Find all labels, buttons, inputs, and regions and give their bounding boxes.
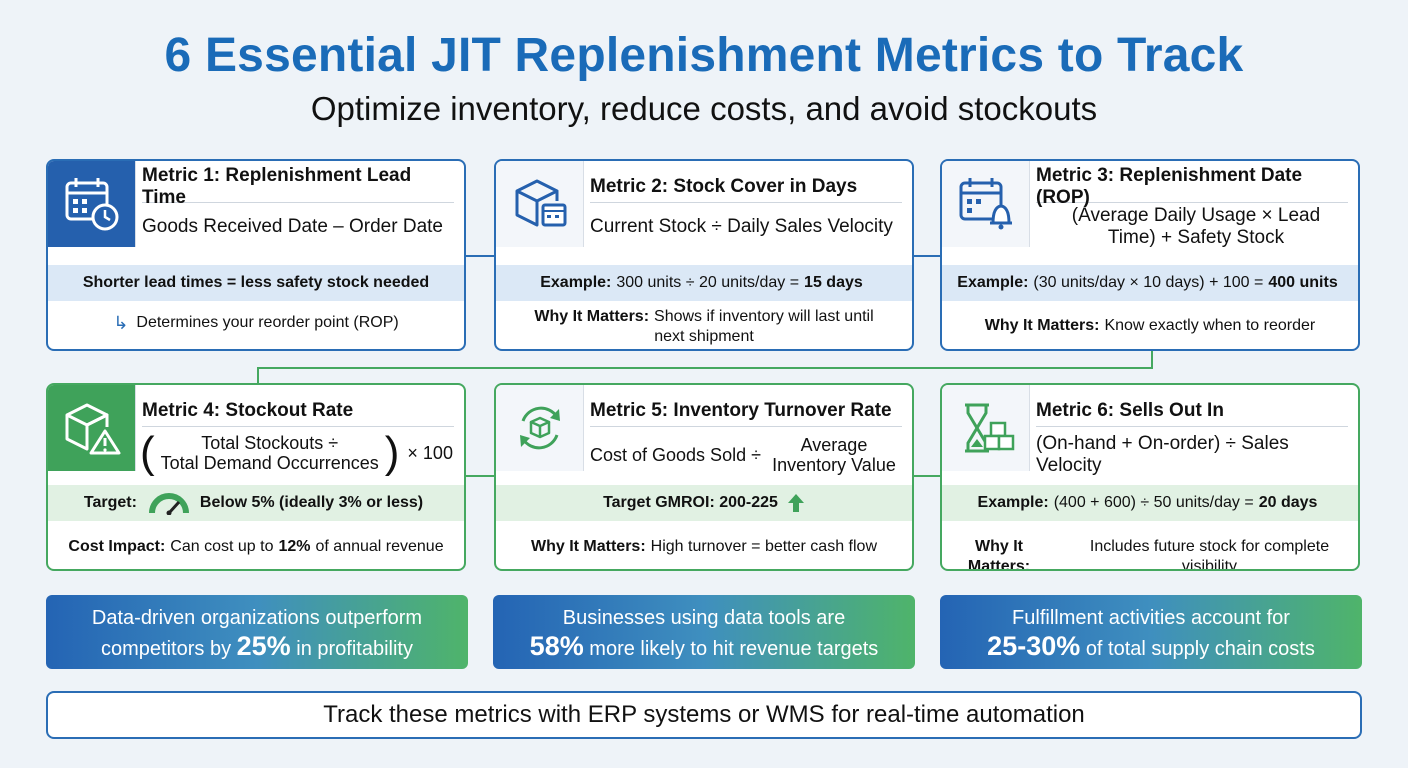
metric-card-3: Metric 3: Replenishment Date (ROP) (Aver…: [940, 159, 1360, 351]
formula-denominator: Total Demand Occurrences: [160, 453, 379, 473]
stat-line1: Businesses using data tools are: [562, 607, 846, 629]
metric-card-5: Metric 5: Inventory Turnover Rate Cost o…: [494, 383, 914, 571]
stat-post: of total supply chain costs: [1085, 638, 1315, 660]
band-text: 300 units ÷ 20 units/day =: [616, 274, 800, 291]
footer-label: Why It Matters:: [967, 538, 1031, 571]
metric-footer: Why It Matters: Know exactly when to reo…: [942, 316, 1358, 336]
metric-title: Metric 2: Stock Cover in Days: [590, 171, 902, 203]
stat-post: in profitability: [296, 638, 413, 660]
calendar-bell-icon: [942, 161, 1030, 247]
metric-footer: Why It Matters: High turnover = better c…: [496, 537, 912, 557]
band-text: Below 5% (ideally 3% or less): [199, 494, 424, 511]
footer-label: Cost Impact:: [68, 538, 166, 555]
metric-title: Metric 4: Stockout Rate: [142, 395, 454, 427]
metric-title: Metric 3: Replenishment Date (ROP): [1036, 165, 1348, 208]
band-label: Example:: [957, 274, 1029, 291]
metric-formula: Cost of Goods Sold ÷ Average Inventory V…: [590, 433, 910, 477]
stat-pre: competitors by: [101, 638, 232, 660]
calendar-clock-icon: [48, 161, 136, 247]
paren-close: ): [384, 428, 400, 477]
footer-text: High turnover = better cash flow: [650, 538, 877, 555]
band-label: Example:: [540, 274, 612, 291]
hourglass-boxes-icon: [942, 385, 1030, 471]
footer-text: Know exactly when to reorder: [1104, 317, 1316, 334]
footer-text: Determines your reorder point (ROP): [136, 314, 399, 331]
metric-card-2: Metric 2: Stock Cover in Days Current St…: [494, 159, 914, 351]
footer-tail: of annual revenue: [315, 538, 444, 555]
metric-formula: (Average Daily Usage × Lead Time) + Safe…: [1071, 205, 1321, 248]
stat-highlight: 58%: [529, 631, 584, 661]
band-label: Example:: [977, 494, 1049, 511]
gauge-icon: [148, 491, 190, 515]
band-value: 400 units: [1268, 274, 1338, 291]
band-text: (400 + 600) ÷ 50 units/day =: [1053, 494, 1254, 511]
band-value: 20 days: [1258, 494, 1318, 511]
arrow-up-icon: [787, 493, 805, 513]
footer-label: Why It Matters:: [534, 308, 650, 325]
bottom-banner: Track these metrics with ERP systems or …: [46, 691, 1362, 739]
page-subtitle: Optimize inventory, reduce costs, and av…: [310, 90, 1098, 127]
metric-footer: Why It Matters: Includes future stock fo…: [942, 537, 1358, 571]
stat-banner-3: Fulfillment activities account for 25-30…: [940, 595, 1362, 669]
formula-suffix: × 100: [407, 442, 453, 463]
formula-left: Cost of Goods Sold ÷: [590, 444, 761, 465]
footer-label: Why It Matters:: [984, 317, 1100, 334]
footer-label: Why It Matters:: [530, 538, 646, 555]
stat-highlight: 25-30%: [987, 631, 1081, 661]
stat-post: more likely to hit revenue targets: [589, 638, 879, 660]
metric-band: Example: (400 + 600) ÷ 50 units/day = 20…: [942, 485, 1358, 521]
metric-title: Metric 1: Replenishment Lead Time: [142, 165, 454, 208]
arrow-return-icon: ↳: [113, 313, 129, 333]
metric-title: Metric 6: Sells Out In: [1036, 395, 1348, 427]
footer-text: Includes future stock for complete visib…: [1089, 538, 1330, 571]
metric-formula: (On-hand + On-order) ÷ Sales Velocity: [1036, 433, 1289, 476]
paren-open: (: [140, 428, 155, 477]
stat-line1: Fulfillment activities account for: [1012, 607, 1290, 629]
metric-footer: Cost Impact: Can cost up to 12% of annua…: [48, 537, 464, 557]
stat-line1: Data-driven organizations outperform: [91, 607, 423, 629]
band-value: 15 days: [804, 274, 863, 291]
metric-band: Target: Below 5% (ideally 3% or less): [48, 485, 464, 521]
metric-footer: Why It Matters: Shows if inventory will l…: [496, 307, 912, 347]
stat-banner-1: Data-driven organizations outperform com…: [46, 595, 468, 669]
metric-title: Metric 5: Inventory Turnover Rate: [590, 395, 902, 427]
formula-right: Average Inventory Value: [772, 435, 896, 475]
footer-text: Can cost up to: [170, 538, 274, 555]
footer-value: 12%: [278, 538, 311, 555]
metric-band: Example: 300 units ÷ 20 units/day = 15 d…: [496, 265, 912, 301]
stat-banner-2: Businesses using data tools are 58% more…: [493, 595, 915, 669]
metric-formula: Current Stock ÷ Daily Sales Velocity: [590, 216, 893, 237]
formula-numerator: Total Stockouts ÷: [201, 433, 339, 453]
band-text: (30 units/day × 10 days) + 100 =: [1033, 274, 1264, 291]
metric-footer: ↳ Determines your reorder point (ROP): [48, 313, 464, 333]
metric-band: Shorter lead times = less safety stock n…: [48, 265, 464, 301]
metric-card-4: Metric 4: Stockout Rate ( Total Stockout…: [46, 383, 466, 571]
metric-card-1: Metric 1: Replenishment Lead Time Goods …: [46, 159, 466, 351]
box-cycle-icon: [496, 385, 584, 471]
footer-text: Shows if inventory will last until next …: [654, 308, 874, 345]
box-calendar-icon: [496, 161, 584, 247]
stat-highlight: 25%: [236, 631, 291, 661]
band-text: Target GMROI: 200-225: [603, 494, 778, 511]
metric-formula: Goods Received Date – Order Date: [142, 216, 443, 237]
metric-card-6: Metric 6: Sells Out In (On-hand + On-ord…: [940, 383, 1360, 571]
page-title: 6 Essential JIT Replenishment Metrics to…: [164, 29, 1244, 82]
metric-formula: ( Total Stockouts ÷ Total Demand Occurre…: [140, 431, 460, 475]
metric-band: Example: (30 units/day × 10 days) + 100 …: [942, 265, 1358, 301]
band-label: Target:: [83, 494, 137, 511]
box-warning-icon: [48, 385, 136, 471]
metric-band: Target GMROI: 200-225: [496, 485, 912, 521]
